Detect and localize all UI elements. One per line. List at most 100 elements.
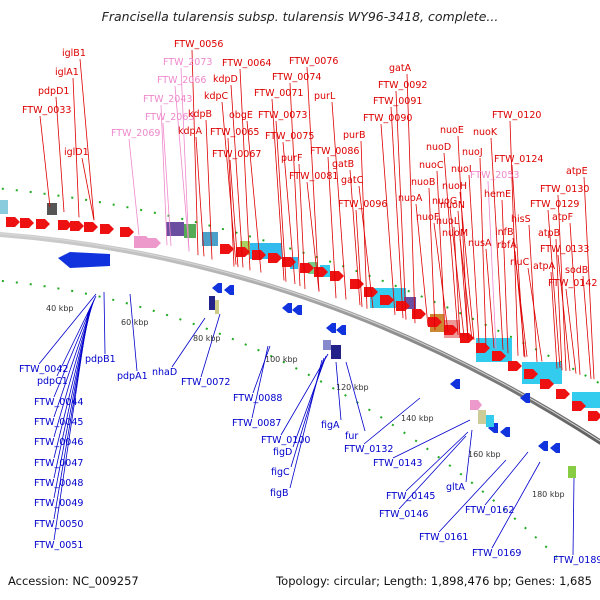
reverse-gene-label[interactable]: figB	[270, 488, 289, 499]
forward-gene-label[interactable]: nuoI	[451, 164, 472, 175]
forward-gene-label[interactable]: hemE	[484, 189, 511, 200]
forward-gene-label[interactable]: kdpC	[204, 91, 229, 102]
forward-gene-label[interactable]: FTW_0133	[540, 244, 589, 255]
reverse-gene-label[interactable]: FTW_0145	[386, 491, 435, 502]
forward-gene-label[interactable]: FTW_0075	[265, 131, 314, 142]
reverse-gene-label[interactable]: FTW_0169	[472, 548, 521, 559]
reverse-gene-label[interactable]: FTW_0049	[34, 498, 83, 509]
forward-gene-label[interactable]: FTW_0064	[222, 58, 271, 69]
reverse-gene-label[interactable]: figA	[321, 420, 340, 431]
reverse-gene-label[interactable]: FTW_0087	[232, 418, 281, 429]
forward-gene-label[interactable]: nuoM	[442, 228, 468, 239]
reverse-gene-label[interactable]: FTW_0051	[34, 540, 83, 551]
forward-gene-label[interactable]: FTW_2053	[470, 170, 519, 181]
forward-gene-label[interactable]: FTW_0142	[548, 278, 597, 289]
forward-gene-label[interactable]: purF	[281, 153, 302, 164]
forward-gene-label[interactable]: iglB1	[62, 48, 86, 59]
forward-gene-label[interactable]: FTW_0096	[338, 199, 387, 210]
forward-gene-label[interactable]: FTW_0090	[363, 113, 412, 124]
forward-gene-label[interactable]: infB	[495, 227, 514, 238]
forward-gene-label[interactable]: purB	[343, 130, 365, 141]
forward-gene-label[interactable]: FTW_0074	[272, 72, 321, 83]
reverse-gene-label[interactable]: FTW_0046	[34, 437, 83, 448]
forward-gene-label[interactable]: nuoA	[398, 193, 423, 204]
reverse-gene-label[interactable]: FTW_0189	[553, 555, 600, 566]
forward-gene-label[interactable]: FTW_2069	[111, 128, 160, 139]
forward-gene-label[interactable]: FTW_0056	[174, 39, 223, 50]
forward-gene-label[interactable]: FTW_0081	[289, 171, 338, 182]
forward-gene-label[interactable]: atpB	[538, 228, 560, 239]
forward-gene-label[interactable]: kdpB	[188, 109, 212, 120]
forward-gene-label[interactable]: atpF	[552, 212, 573, 223]
forward-gene-label[interactable]: FTW_0120	[492, 110, 541, 121]
forward-gene-label[interactable]: purL	[314, 91, 336, 102]
forward-gene-label[interactable]: FTW_0073	[258, 110, 307, 121]
forward-gene-label[interactable]: FTW_0067	[212, 149, 261, 160]
forward-gene-label[interactable]: sodB	[565, 265, 588, 276]
reverse-gene-label[interactable]: figD	[273, 447, 292, 458]
forward-gene-label[interactable]: FTW_2063	[145, 112, 194, 123]
forward-gene-label[interactable]: FTW_0091	[373, 96, 422, 107]
forward-gene-label[interactable]: nuoG	[432, 196, 457, 207]
forward-gene-label[interactable]: FTW_2073	[163, 57, 212, 68]
reverse-gene-label[interactable]: gltA	[446, 482, 465, 493]
reverse-gene-label[interactable]: FTW_0143	[373, 458, 422, 469]
reverse-gene-label[interactable]: FTW_0045	[34, 417, 83, 428]
reverse-gene-label[interactable]: figC	[271, 467, 290, 478]
forward-gene-label[interactable]: atpA	[533, 261, 556, 272]
reverse-gene-label[interactable]: FTW_0100	[261, 435, 310, 446]
reverse-gene-label[interactable]: FTW_0088	[233, 393, 282, 404]
forward-gene-label[interactable]: iglA1	[55, 67, 79, 78]
forward-gene-label[interactable]: FTW_0033	[22, 105, 71, 116]
forward-gene-label[interactable]: gatC	[341, 175, 364, 186]
reverse-gene-label[interactable]: FTW_0044	[34, 397, 83, 408]
reverse-gene-label[interactable]: pdpB1	[85, 354, 116, 365]
reverse-gene-label[interactable]: FTW_0072	[181, 377, 230, 388]
reverse-leader-line	[491, 461, 541, 549]
forward-gene-label[interactable]: FTW_0130	[540, 184, 589, 195]
reverse-gene-label[interactable]: FTW_0161	[419, 532, 468, 543]
forward-gene-label[interactable]: nuoK	[473, 127, 498, 138]
forward-gene-label[interactable]: obgE	[229, 110, 253, 121]
forward-gene-label[interactable]: FTW_0071	[254, 88, 303, 99]
forward-gene-label[interactable]: nusA	[468, 238, 492, 249]
forward-gene-label[interactable]: FTW_0065	[210, 127, 259, 138]
forward-gene-label[interactable]: kdpD	[213, 74, 238, 85]
reverse-gene-label[interactable]: nhaD	[152, 367, 177, 378]
forward-gene-label[interactable]: nuoN	[440, 200, 465, 211]
forward-gene-label[interactable]: FTW_0129	[530, 199, 579, 210]
reverse-gene-label[interactable]: FTW_0048	[34, 478, 83, 489]
reverse-gene-label[interactable]: pdpA1	[117, 371, 148, 382]
reverse-gene-label[interactable]: FTW_0042	[19, 364, 68, 375]
forward-gene-label[interactable]: nuoB	[411, 177, 435, 188]
reverse-gene-label[interactable]: fur	[345, 431, 358, 442]
forward-gene-label[interactable]: FTW_2043	[143, 94, 192, 105]
reverse-gene-label[interactable]: FTW_0132	[344, 444, 393, 455]
forward-gene-label[interactable]: gatB	[332, 159, 354, 170]
reverse-gene-label[interactable]: FTW_0146	[379, 509, 428, 520]
forward-gene-label[interactable]: FTW_2066	[157, 75, 206, 86]
forward-gene-label[interactable]: nuoL	[436, 216, 460, 227]
forward-gene-label[interactable]: rbfA	[497, 240, 517, 251]
forward-gene-label[interactable]: nuoD	[426, 142, 451, 153]
forward-gene-label[interactable]: gatA	[389, 63, 412, 74]
reverse-gene-label[interactable]: pdpC1	[37, 376, 68, 387]
reverse-gene-label[interactable]: FTW_0050	[34, 519, 83, 530]
forward-gene-label[interactable]: nuoJ	[462, 147, 483, 158]
forward-gene-label[interactable]: FTW_0086	[310, 146, 359, 157]
forward-gene-label[interactable]: FTW_0092	[378, 80, 427, 91]
forward-gene-label[interactable]: FTW_0124	[494, 154, 543, 165]
forward-gene-label[interactable]: nuoH	[442, 181, 467, 192]
forward-gene-label[interactable]: atpE	[566, 166, 588, 177]
forward-gene-label[interactable]: nuoF	[416, 212, 439, 223]
forward-gene-label[interactable]: hisS	[511, 214, 531, 225]
forward-gene-label[interactable]: nuoC	[419, 160, 444, 171]
forward-gene-label[interactable]: pdpD1	[38, 86, 69, 97]
forward-gene-label[interactable]: rluC	[510, 257, 530, 268]
forward-gene-label[interactable]: FTW_0076	[289, 56, 338, 67]
reverse-gene-label[interactable]: FTW_0162	[465, 505, 514, 516]
reverse-gene-label[interactable]: FTW_0047	[34, 458, 83, 469]
forward-gene-label[interactable]: iglD1	[64, 147, 89, 158]
forward-gene-label[interactable]: kdpA	[178, 126, 203, 137]
forward-gene-label[interactable]: nuoE	[440, 125, 464, 136]
